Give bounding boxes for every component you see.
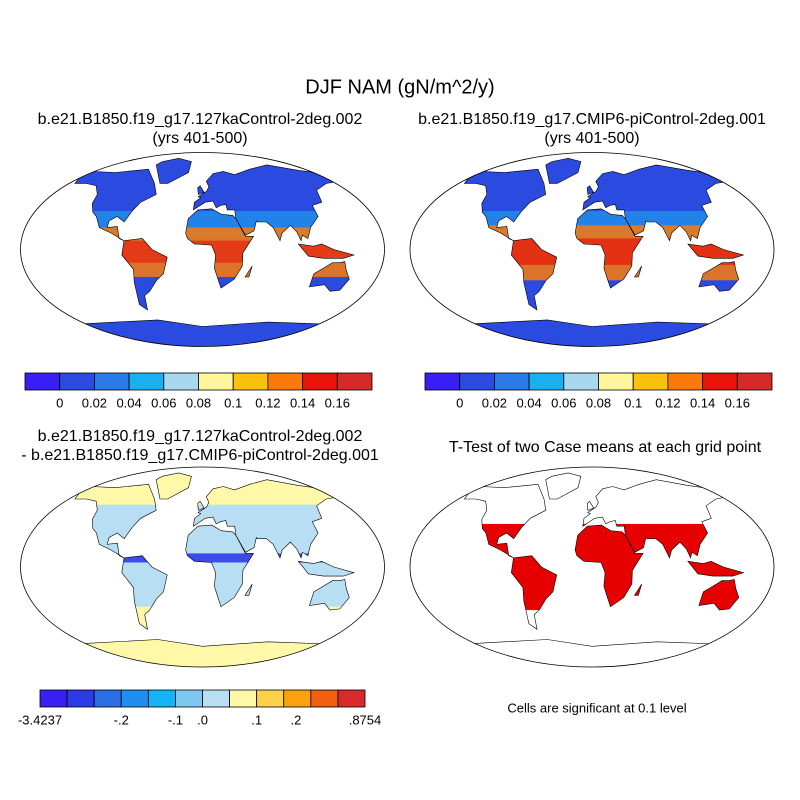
- colorbar-label: -3.4237: [18, 712, 62, 727]
- map-panel: [73, 157, 355, 347]
- field-band: [463, 523, 744, 611]
- colorbar-box: [147, 689, 176, 708]
- colorbar-label: 0.04: [516, 395, 541, 410]
- figure-title: DJF NAM (gN/m^2/y): [305, 76, 494, 98]
- field-overlay: [74, 211, 354, 277]
- colorbar-label: -.1: [168, 712, 183, 727]
- land: [463, 472, 744, 667]
- colorbar-label: 0.1: [624, 395, 642, 410]
- colorbar-box: [702, 372, 738, 391]
- coastline: [73, 157, 355, 347]
- coastline: [462, 157, 745, 347]
- colorbar-label: 0.14: [690, 395, 715, 410]
- colorbar-box: [175, 689, 203, 708]
- colorbar-box: [94, 372, 130, 391]
- colorbar-label: 0.06: [551, 395, 576, 410]
- colorbar-box: [93, 689, 122, 708]
- colorbar-label: 0.12: [255, 395, 280, 410]
- colorbar-box: [667, 372, 704, 391]
- colorbar-box: [598, 372, 634, 391]
- colorbar-label: 0.08: [186, 395, 211, 410]
- colorbar-label: 0.02: [82, 395, 107, 410]
- colorbar-box: [563, 372, 599, 391]
- colorbar-box: [59, 372, 95, 391]
- panel-title: b.e21.B1850.f19_g17.127kaControl-2deg.00…: [38, 111, 363, 128]
- colorbar-box: [66, 689, 95, 708]
- panel-title: b.e21.B1850.f19_g17.127kaControl-2deg.00…: [38, 428, 363, 445]
- land: [74, 158, 354, 347]
- colorbar-box: [424, 372, 461, 391]
- colorbar-label: 0.12: [655, 395, 680, 410]
- map-border: [409, 152, 775, 347]
- colorbar-box: [267, 372, 303, 391]
- colorbar-label: .0: [197, 712, 208, 727]
- colorbar-box: [337, 689, 366, 708]
- colorbar-label: 0.06: [151, 395, 176, 410]
- colorbar-box: [528, 372, 565, 391]
- colorbar-label: .8754: [349, 712, 382, 727]
- panel-title: (yrs 401-500): [152, 130, 247, 147]
- colorbar-box: [256, 689, 285, 708]
- colorbar-box: [24, 372, 61, 391]
- colorbar-box: [736, 372, 773, 391]
- colorbar-box: [336, 372, 373, 391]
- colorbar-label: 0: [456, 395, 463, 410]
- colorbar-label: 0.08: [586, 395, 611, 410]
- map-border: [20, 466, 385, 668]
- land: [463, 158, 744, 347]
- colorbar-box: [283, 689, 312, 708]
- colorbar-box: [310, 689, 339, 708]
- field-band: [463, 238, 744, 265]
- panel-title: b.e21.B1850.f19_g17.CMIP6-piControl-2deg…: [418, 111, 766, 128]
- panel-title: - b.e21.B1850.f19_g17.CMIP6-piControl-2d…: [21, 447, 379, 464]
- colorbar-label: -.2: [114, 712, 129, 727]
- colorbar-label: 0.02: [482, 395, 507, 410]
- colorbar-label: 0.16: [725, 395, 750, 410]
- map-panel: [462, 157, 745, 347]
- map-panel: [462, 472, 745, 667]
- colorbar-label: .2: [291, 712, 302, 727]
- panel-title: T-Test of two Case means at each grid po…: [449, 439, 762, 456]
- colorbar-box: [493, 372, 530, 391]
- colorbar-label: 0.16: [325, 395, 350, 410]
- field-overlay: [463, 523, 744, 611]
- significance-note: Cells are significant at 0.1 level: [507, 700, 686, 715]
- map-panel: [73, 472, 355, 667]
- colorbar-box: [302, 372, 338, 391]
- colorbar-box: [229, 689, 258, 708]
- colorbar-label: 0.14: [290, 395, 315, 410]
- colorbar-box: [163, 372, 199, 391]
- field-band: [74, 553, 354, 563]
- colorbar-box: [632, 372, 669, 391]
- colorbar-box: [128, 372, 165, 391]
- panel-title: (yrs 401-500): [544, 130, 639, 147]
- map-border: [409, 466, 775, 668]
- colorbar-box: [232, 372, 269, 391]
- field-overlay: [463, 211, 744, 281]
- coastline: [462, 472, 745, 667]
- colorbar-box: [39, 689, 68, 708]
- colorbar-label: .1: [251, 712, 262, 727]
- colorbar-box: [459, 372, 495, 391]
- colorbar-label: 0.1: [224, 395, 242, 410]
- coastline: [73, 472, 355, 667]
- map-border: [20, 152, 385, 347]
- field-band: [74, 240, 354, 263]
- colorbar-box: [202, 689, 230, 708]
- colorbar-label: 0: [56, 395, 63, 410]
- colorbar-label: 0.04: [116, 395, 141, 410]
- colorbar-box: [120, 689, 149, 708]
- colorbar-box: [198, 372, 234, 391]
